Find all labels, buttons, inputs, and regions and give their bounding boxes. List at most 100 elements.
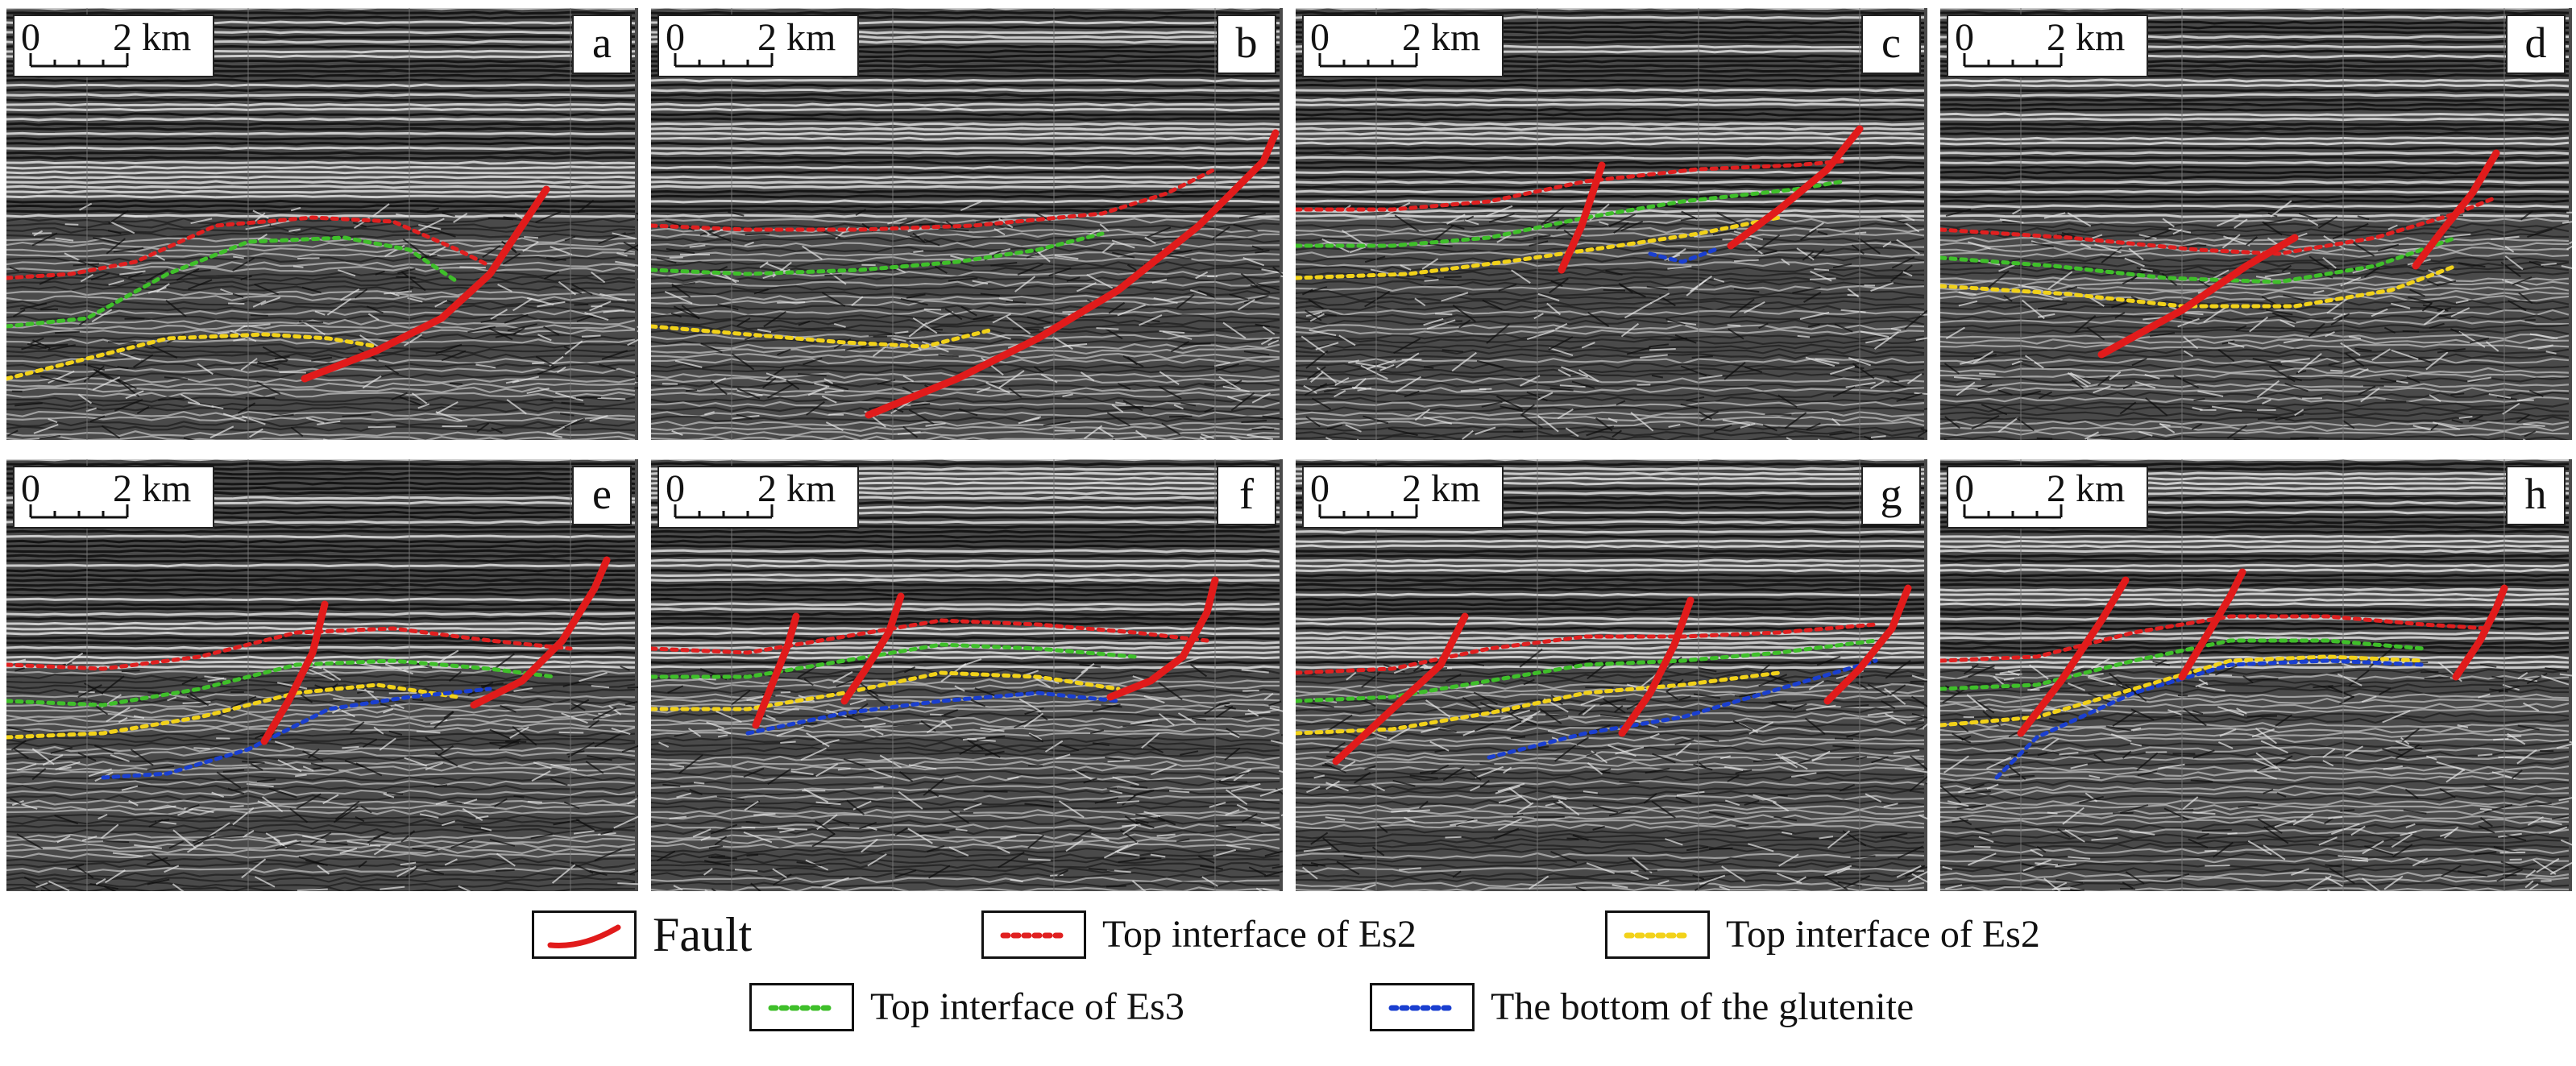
seismic-noise-stroke [433,649,459,666]
seismic-noise-stroke [2432,421,2461,430]
seismic-reflector [651,156,1280,160]
seismic-noise-stroke [746,853,759,857]
seismic-noise-stroke [388,730,403,736]
seismic-reflector [1296,151,1925,156]
seismic-noise-stroke [1587,311,1610,327]
seismic-noise-stroke [2188,838,2209,848]
seismic-reflector [651,289,1280,297]
seismic-noise-stroke [2429,322,2445,330]
seismic-noise-stroke [338,269,356,277]
seismic-noise-stroke [750,882,762,891]
seismic-reflector [651,693,1280,700]
seismic-noise-stroke [1143,695,1165,703]
seismic-noise-stroke [2055,863,2076,868]
seismic-noise-stroke [1896,865,1922,878]
seismic-reflector [6,285,636,292]
seismic-noise-stroke [1744,366,1763,373]
seismic-reflector [651,881,1280,888]
seismic-noise-stroke [208,822,230,838]
seismic-noise-stroke [1550,280,1563,287]
dotted-line-icon [1605,910,1710,959]
seismic-noise-stroke [1325,780,1340,790]
seismic-reflector [651,251,1280,258]
seismic-noise-stroke [1917,429,1927,438]
seismic-noise-stroke [526,388,550,395]
seismic-noise-stroke [658,741,670,748]
seismic-noise-stroke [941,709,959,717]
seismic-noise-stroke [736,388,761,400]
seismic-noise-stroke [314,684,327,691]
seismic-noise-stroke [1441,292,1469,302]
seismic-noise-stroke [1856,756,1868,761]
seismic-noise-stroke [2226,425,2248,439]
seismic-noise-stroke [416,730,441,734]
seismic-noise-stroke [496,852,516,867]
seismic-reflector [651,769,1280,778]
seismic-reflector [651,218,1280,224]
seismic-noise-stroke [2198,685,2225,692]
seismic-noise-stroke [1943,363,1960,375]
seismic-noise-stroke [1769,674,1790,683]
seismic-noise-stroke [2177,317,2200,328]
seismic-noise-stroke [9,266,19,272]
seismic-noise-stroke [1470,785,1481,792]
seismic-noise-stroke [589,415,608,422]
seismic-noise-stroke [1806,422,1821,431]
seismic-noise-stroke [1667,265,1692,270]
seismic-noise-stroke [349,721,365,735]
seismic-reflector [1940,877,2570,883]
seismic-noise-stroke [669,764,685,768]
seismic-noise-stroke [373,843,392,856]
seismic-noise-stroke [2091,836,2118,841]
seismic-noise-stroke [373,831,389,840]
seismic-noise-stroke [2308,255,2329,270]
seismic-noise-stroke [2445,769,2465,783]
seismic-noise-stroke [2136,752,2159,771]
seismic-noise-stroke [2168,227,2192,234]
seismic-noise-stroke [2491,235,2520,241]
seismic-noise-stroke [1624,302,1652,319]
seismic-noise-stroke [1135,819,1149,824]
seismic-noise-stroke [192,833,217,844]
seismic-noise-stroke [1586,752,1597,757]
seismic-noise-stroke [317,865,330,875]
seismic-noise-stroke [428,226,456,238]
seismic-noise-stroke [591,685,610,689]
seismic-reflector [1940,180,2570,185]
seismic-noise-stroke [1799,311,1830,320]
seismic-reflector [651,284,1280,292]
seismic-noise-stroke [1018,698,1042,712]
seismic-noise-stroke [1995,673,2022,676]
seismic-reflector [6,175,636,180]
legend-label: Top interface of Es3 [870,985,1184,1028]
seismic-noise-stroke [824,273,842,277]
seismic-section [1940,8,2572,440]
seismic-noise-stroke [310,767,321,770]
seismic-reflector [6,209,636,214]
seismic-reflector [1940,583,2570,587]
seismic-noise-stroke [1620,220,1644,232]
seismic-noise-stroke [710,823,738,835]
seismic-noise-stroke [1306,786,1321,794]
scale-bar-start-label: 0 [1955,16,1974,59]
seismic-reflector [6,141,636,146]
dotted-line-icon [981,910,1086,959]
seismic-noise-stroke [728,210,745,217]
seismic-noise-stroke [1865,793,1882,803]
seismic-reflector [6,194,636,199]
seismic-noise-stroke [1572,834,1589,841]
seismic-reflector [651,209,1280,214]
seismic-noise-stroke [2184,312,2204,316]
seismic-noise-stroke [796,861,821,866]
seismic-noise-stroke [2479,816,2493,827]
seismic-noise-stroke [2291,868,2310,876]
seismic-noise-stroke [1010,878,1023,883]
seismic-noise-stroke [1748,721,1774,735]
seismic-noise-stroke [66,863,85,870]
seismic-noise-stroke [31,768,47,781]
seismic-noise-stroke [855,209,867,216]
seismic-noise-stroke [777,348,791,356]
seismic-noise-stroke [1541,205,1566,226]
seismic-noise-stroke [706,721,724,729]
